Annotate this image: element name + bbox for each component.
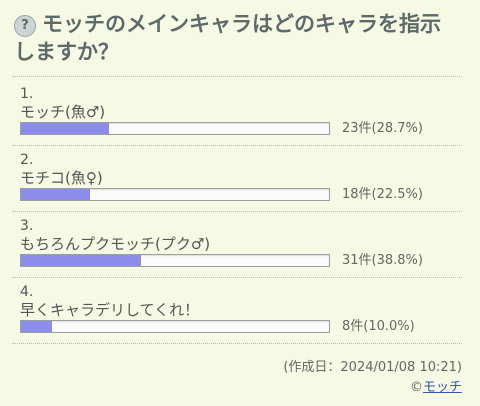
result-bar (20, 320, 330, 333)
result-bar (20, 122, 330, 135)
result-count: 18件(22.5%) (342, 187, 423, 202)
question-icon: ? (14, 15, 36, 37)
result-bar (20, 188, 330, 201)
divider (12, 277, 462, 278)
poll-option-1: 1. モッチ(魚♂) (20, 86, 460, 121)
option-label: もちろんプクモッチ(プク♂) (20, 235, 211, 253)
copyright-symbol: © (409, 380, 423, 395)
poll-panel (6, 6, 474, 400)
result-bar-fill (21, 189, 91, 200)
copyright: ©モッチ (410, 376, 462, 395)
poll-option-2: 2. モチコ(魚♀) (20, 152, 460, 187)
option-number: 4. (20, 284, 34, 300)
option-number: 1. (20, 86, 34, 102)
option-number: 3. (20, 218, 34, 234)
divider (12, 76, 462, 77)
divider (12, 211, 462, 212)
result-bar-fill (21, 321, 52, 332)
option-number: 2. (20, 152, 34, 168)
divider (12, 145, 462, 146)
poll-option-4: 4. 早くキャラデリしてくれ！ (20, 284, 460, 319)
option-label: モチコ(魚♀) (20, 169, 103, 187)
result-count: 23件(28.7%) (342, 121, 423, 136)
result-bar (20, 254, 330, 267)
result-bar-fill (21, 123, 110, 134)
result-bar-fill (21, 255, 141, 266)
result-count: 31件(38.8%) (342, 253, 423, 268)
poll-option-3: 3. もちろんプクモッチ(プク♂) (20, 218, 460, 253)
option-label: 早くキャラデリしてくれ！ (20, 301, 200, 319)
option-label: モッチ(魚♂) (20, 103, 106, 121)
result-count: 8件(10.0%) (342, 319, 415, 334)
divider (12, 343, 462, 344)
poll-title-text: モッチのメインキャラはどのキャラを指示しますか？ (14, 12, 441, 64)
author-link[interactable]: モッチ (422, 380, 462, 395)
created-date: (作成日：2024/01/08 10:21) (283, 360, 462, 375)
poll-title: ? モッチのメインキャラはどのキャラを指示しますか？ (14, 10, 454, 66)
